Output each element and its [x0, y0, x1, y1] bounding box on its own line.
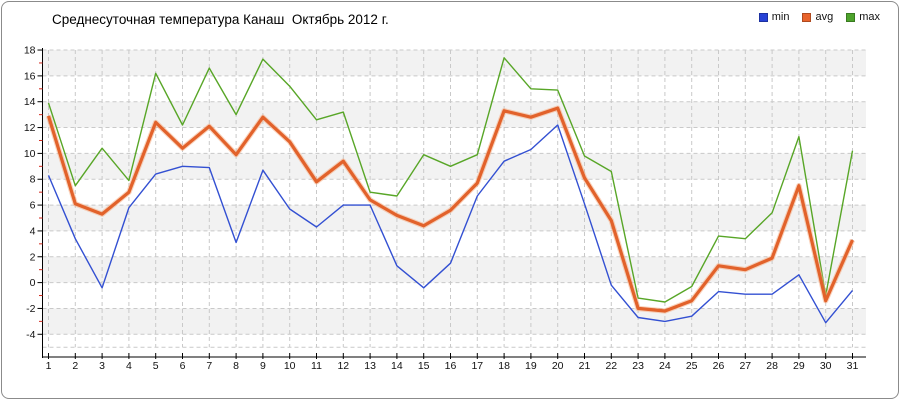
series-max-line — [47, 57, 854, 303]
svg-text:9: 9 — [260, 360, 266, 372]
svg-text:21: 21 — [579, 360, 591, 372]
legend-item-min: min — [758, 11, 790, 23]
svg-text:23: 23 — [632, 360, 644, 372]
svg-text:6: 6 — [30, 200, 36, 212]
legend-label-min: min — [771, 11, 790, 23]
svg-text:6: 6 — [180, 360, 186, 372]
svg-text:5: 5 — [153, 360, 159, 372]
svg-text:7: 7 — [206, 360, 212, 372]
y-axis — [37, 48, 43, 358]
svg-text:-2: -2 — [26, 303, 35, 315]
chart-title: Среднесуточная температура Канаш Октябрь… — [52, 12, 389, 27]
svg-text:29: 29 — [793, 360, 805, 372]
svg-text:31: 31 — [847, 360, 859, 372]
svg-text:30: 30 — [820, 360, 832, 372]
svg-text:8: 8 — [233, 360, 239, 372]
grid-horizontal — [42, 49, 866, 348]
grid-vertical — [48, 50, 853, 348]
svg-text:20: 20 — [552, 360, 564, 372]
svg-text:3: 3 — [99, 360, 105, 372]
svg-text:22: 22 — [605, 360, 617, 372]
x-axis — [42, 353, 866, 359]
svg-text:26: 26 — [713, 360, 725, 372]
svg-text:14: 14 — [391, 360, 403, 372]
svg-text:10: 10 — [24, 148, 36, 160]
svg-text:13: 13 — [364, 360, 376, 372]
series-avg-line — [45, 105, 855, 314]
series-min-line — [47, 124, 854, 324]
svg-text:8: 8 — [30, 174, 36, 186]
svg-text:10: 10 — [284, 360, 296, 372]
svg-text:4: 4 — [126, 360, 132, 372]
legend: min avg max — [758, 11, 880, 23]
legend-label-max: max — [859, 11, 880, 23]
max-series-swatch-icon — [846, 12, 856, 22]
x-tick-labels: 1 2 3 4 5 6 7 8 9 10 11 12 13 14 15 16 17 18 19 20 21 22 23 24 2… — [46, 360, 859, 372]
svg-text:24: 24 — [659, 360, 671, 372]
svg-text:14: 14 — [24, 96, 36, 108]
svg-text:11: 11 — [311, 360, 322, 372]
svg-text:16: 16 — [445, 360, 457, 372]
avg-series-swatch-icon — [802, 12, 812, 22]
legend-item-avg: avg — [802, 11, 833, 23]
svg-text:4: 4 — [30, 225, 36, 237]
plot-bands — [42, 50, 866, 335]
svg-text:17: 17 — [471, 360, 483, 372]
svg-text:19: 19 — [525, 360, 537, 372]
svg-text:27: 27 — [739, 360, 751, 372]
svg-text:12: 12 — [24, 122, 36, 134]
min-series-swatch-icon — [758, 12, 768, 22]
y-tick-labels: 18 16 14 12 10 8 6 4 2 0 -2 -4 — [24, 45, 36, 341]
svg-text:1: 1 — [46, 360, 52, 372]
svg-text:15: 15 — [418, 360, 430, 372]
svg-text:0: 0 — [30, 277, 36, 289]
svg-text:18: 18 — [24, 45, 36, 57]
svg-text:2: 2 — [72, 360, 78, 372]
svg-text:12: 12 — [337, 360, 349, 372]
svg-text:18: 18 — [498, 360, 510, 372]
svg-text:-4: -4 — [26, 329, 35, 341]
svg-text:25: 25 — [686, 360, 698, 372]
legend-item-max: max — [846, 11, 880, 23]
svg-text:28: 28 — [766, 360, 778, 372]
svg-text:2: 2 — [30, 251, 36, 263]
svg-text:16: 16 — [24, 70, 36, 82]
legend-label-avg: avg — [815, 11, 834, 23]
